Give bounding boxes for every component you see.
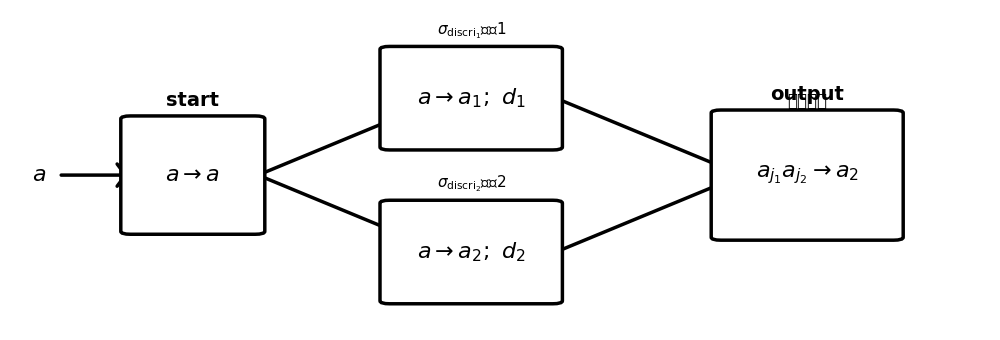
Text: $\sigma_{\mathrm{discri}_2}$评务2: $\sigma_{\mathrm{discri}_2}$评务2 [437, 174, 506, 194]
FancyBboxPatch shape [121, 116, 265, 234]
Text: $a$: $a$ [32, 165, 46, 185]
Text: $a\rightarrow a_2;\ d_2$: $a\rightarrow a_2;\ d_2$ [417, 240, 525, 264]
Text: $\sigma_{\mathrm{discri}_1}$评务1: $\sigma_{\mathrm{discri}_1}$评务1 [437, 20, 506, 40]
Text: $a\rightarrow a$: $a\rightarrow a$ [165, 165, 220, 185]
Text: 提示作者: 提示作者 [787, 92, 827, 110]
Text: $a\rightarrow a_1;\ d_1$: $a\rightarrow a_1;\ d_1$ [417, 86, 526, 110]
Text: start: start [166, 91, 219, 110]
Text: output: output [770, 85, 844, 104]
FancyBboxPatch shape [380, 200, 562, 304]
FancyBboxPatch shape [380, 47, 562, 150]
FancyBboxPatch shape [711, 110, 903, 240]
Text: $a_{j_1}a_{j_2}\rightarrow a_2$: $a_{j_1}a_{j_2}\rightarrow a_2$ [756, 164, 859, 187]
